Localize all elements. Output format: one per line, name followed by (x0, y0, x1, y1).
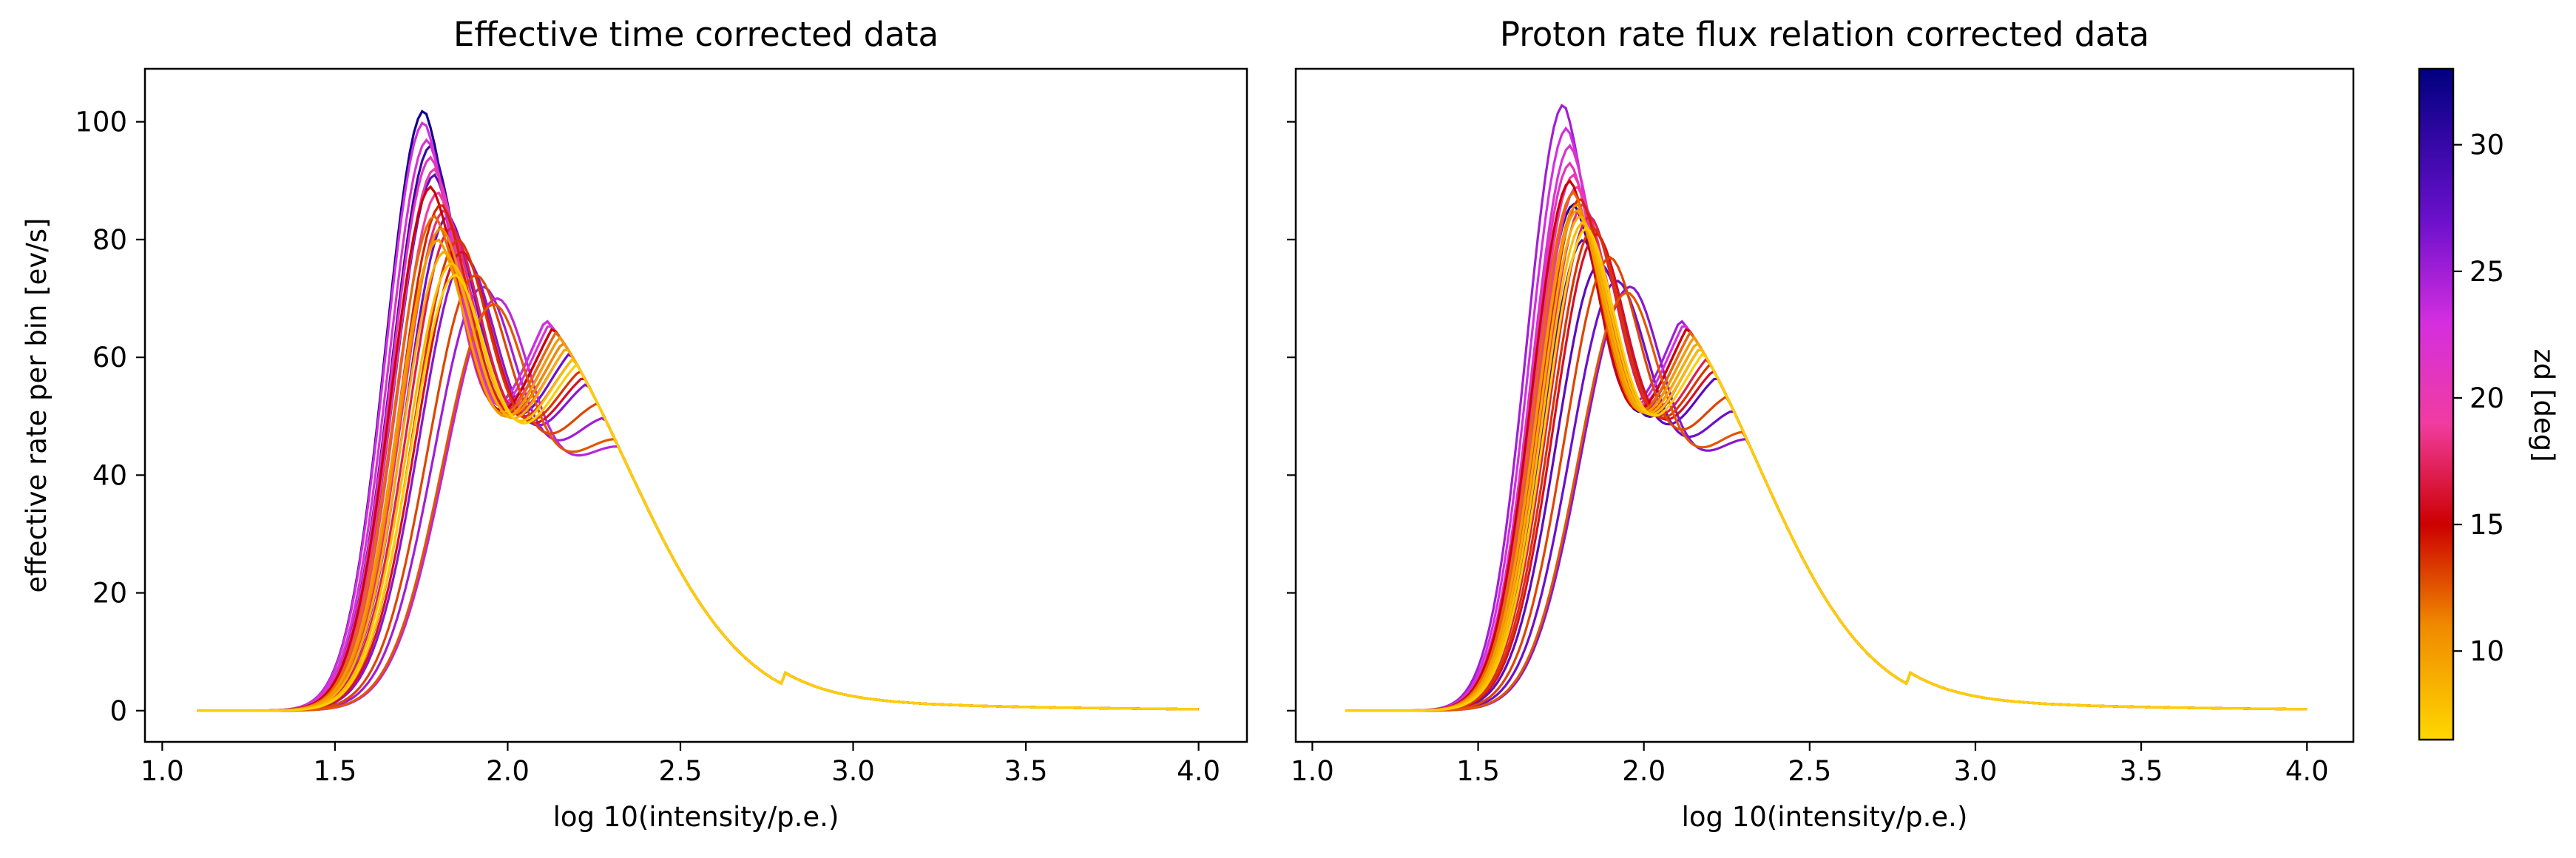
y-axis-label: effective rate per bin [ev/s] (21, 218, 53, 593)
y-ticks (1287, 121, 1296, 712)
x-axis-label: log 10(intensity/p.e.) (1682, 801, 1968, 833)
chart-title: Proton rate flux relation corrected data (1500, 15, 2149, 54)
series-line (1345, 185, 2308, 712)
x-tick-label: 4.0 (2285, 755, 2329, 787)
series-line (197, 204, 1199, 712)
colorbar-fill (2418, 67, 2455, 741)
series-line (197, 273, 1199, 712)
x-tick-label: 3.5 (2120, 755, 2163, 787)
chart-left: Effective time corrected data 1.0 1.5 2.0 2… (21, 15, 1248, 833)
colorbar: 10 15 20 25 30 zd [deg] (2418, 67, 2560, 741)
series-line (197, 109, 1199, 712)
series-line (1345, 226, 2308, 712)
x-tick-label: 1.5 (1456, 755, 1500, 787)
x-ticks: 1.0 1.5 2.0 2.5 3.0 3.5 4.0 (141, 742, 1220, 787)
chart-right: Proton rate flux relation corrected data… (1287, 15, 2355, 833)
chart-title: Effective time corrected data (453, 15, 939, 54)
colorbar-tick-label: 25 (2469, 256, 2504, 288)
x-axis-label: log 10(intensity/p.e.) (553, 801, 839, 833)
x-tick-label: 2.5 (659, 755, 703, 787)
y-ticks: 0 20 40 60 80 100 (75, 107, 145, 727)
x-tick-label: 4.0 (1177, 755, 1220, 787)
colorbar-tick-label: 20 (2469, 382, 2504, 414)
series-lines (1345, 104, 2308, 712)
y-tick-label: 20 (92, 578, 127, 609)
y-tick-label: 80 (92, 224, 127, 256)
x-tick-label: 3.5 (1004, 755, 1048, 787)
x-tick-label: 3.0 (831, 755, 875, 787)
x-tick-label: 2.5 (1788, 755, 1831, 787)
colorbar-label: zd [deg] (2528, 348, 2560, 462)
x-tick-label: 1.5 (313, 755, 356, 787)
y-tick-label: 100 (75, 107, 127, 138)
y-tick-label: 0 (109, 695, 127, 727)
plot-frame (143, 67, 1248, 743)
x-tick-label: 2.0 (486, 755, 530, 787)
x-ticks: 1.0 1.5 2.0 2.5 3.0 3.5 4.0 (1291, 742, 2329, 787)
colorbar-tick-label: 30 (2469, 129, 2504, 161)
plot-frame (1294, 67, 2355, 743)
series-line (1345, 263, 2308, 712)
colorbar-tick-label: 15 (2469, 509, 2504, 541)
series-line (1345, 104, 2308, 712)
series-line (1345, 190, 2308, 712)
x-tick-label: 3.0 (1954, 755, 1998, 787)
colorbar-ticks: 10 15 20 25 30 (2453, 129, 2504, 667)
x-tick-label: 1.0 (1291, 755, 1334, 787)
y-tick-label: 60 (92, 342, 127, 374)
series-lines (197, 109, 1199, 712)
x-tick-label: 2.0 (1622, 755, 1666, 787)
colorbar-tick-label: 10 (2469, 635, 2504, 667)
x-tick-label: 1.0 (141, 755, 184, 787)
y-tick-label: 40 (92, 459, 127, 491)
